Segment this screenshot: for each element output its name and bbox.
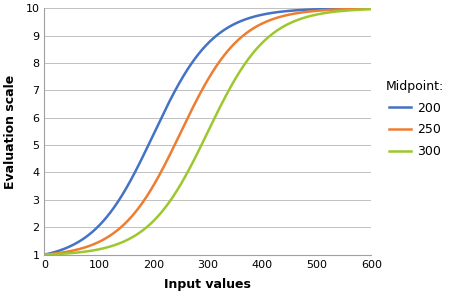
250	[58, 251, 64, 255]
300	[192, 157, 198, 160]
200	[192, 57, 198, 61]
300	[58, 252, 64, 256]
300	[368, 7, 374, 11]
250	[41, 253, 47, 256]
Line: 250: 250	[44, 9, 371, 255]
200	[200, 47, 206, 50]
200	[41, 253, 47, 256]
300	[41, 253, 47, 256]
250	[299, 11, 305, 14]
200	[359, 6, 365, 10]
200	[299, 8, 305, 12]
250	[359, 7, 365, 11]
200	[359, 7, 365, 10]
250	[359, 7, 365, 11]
300	[200, 140, 206, 143]
X-axis label: Input values: Input values	[164, 278, 251, 291]
Line: 200: 200	[44, 8, 371, 255]
250	[192, 102, 198, 106]
Legend: 200, 250, 300: 200, 250, 300	[381, 75, 449, 163]
200	[368, 6, 374, 10]
300	[299, 17, 305, 20]
300	[359, 8, 365, 12]
200	[58, 248, 64, 252]
Y-axis label: Evaluation scale: Evaluation scale	[4, 74, 17, 189]
300	[359, 8, 365, 12]
250	[200, 86, 206, 89]
250	[368, 7, 374, 10]
Line: 300: 300	[44, 9, 371, 255]
